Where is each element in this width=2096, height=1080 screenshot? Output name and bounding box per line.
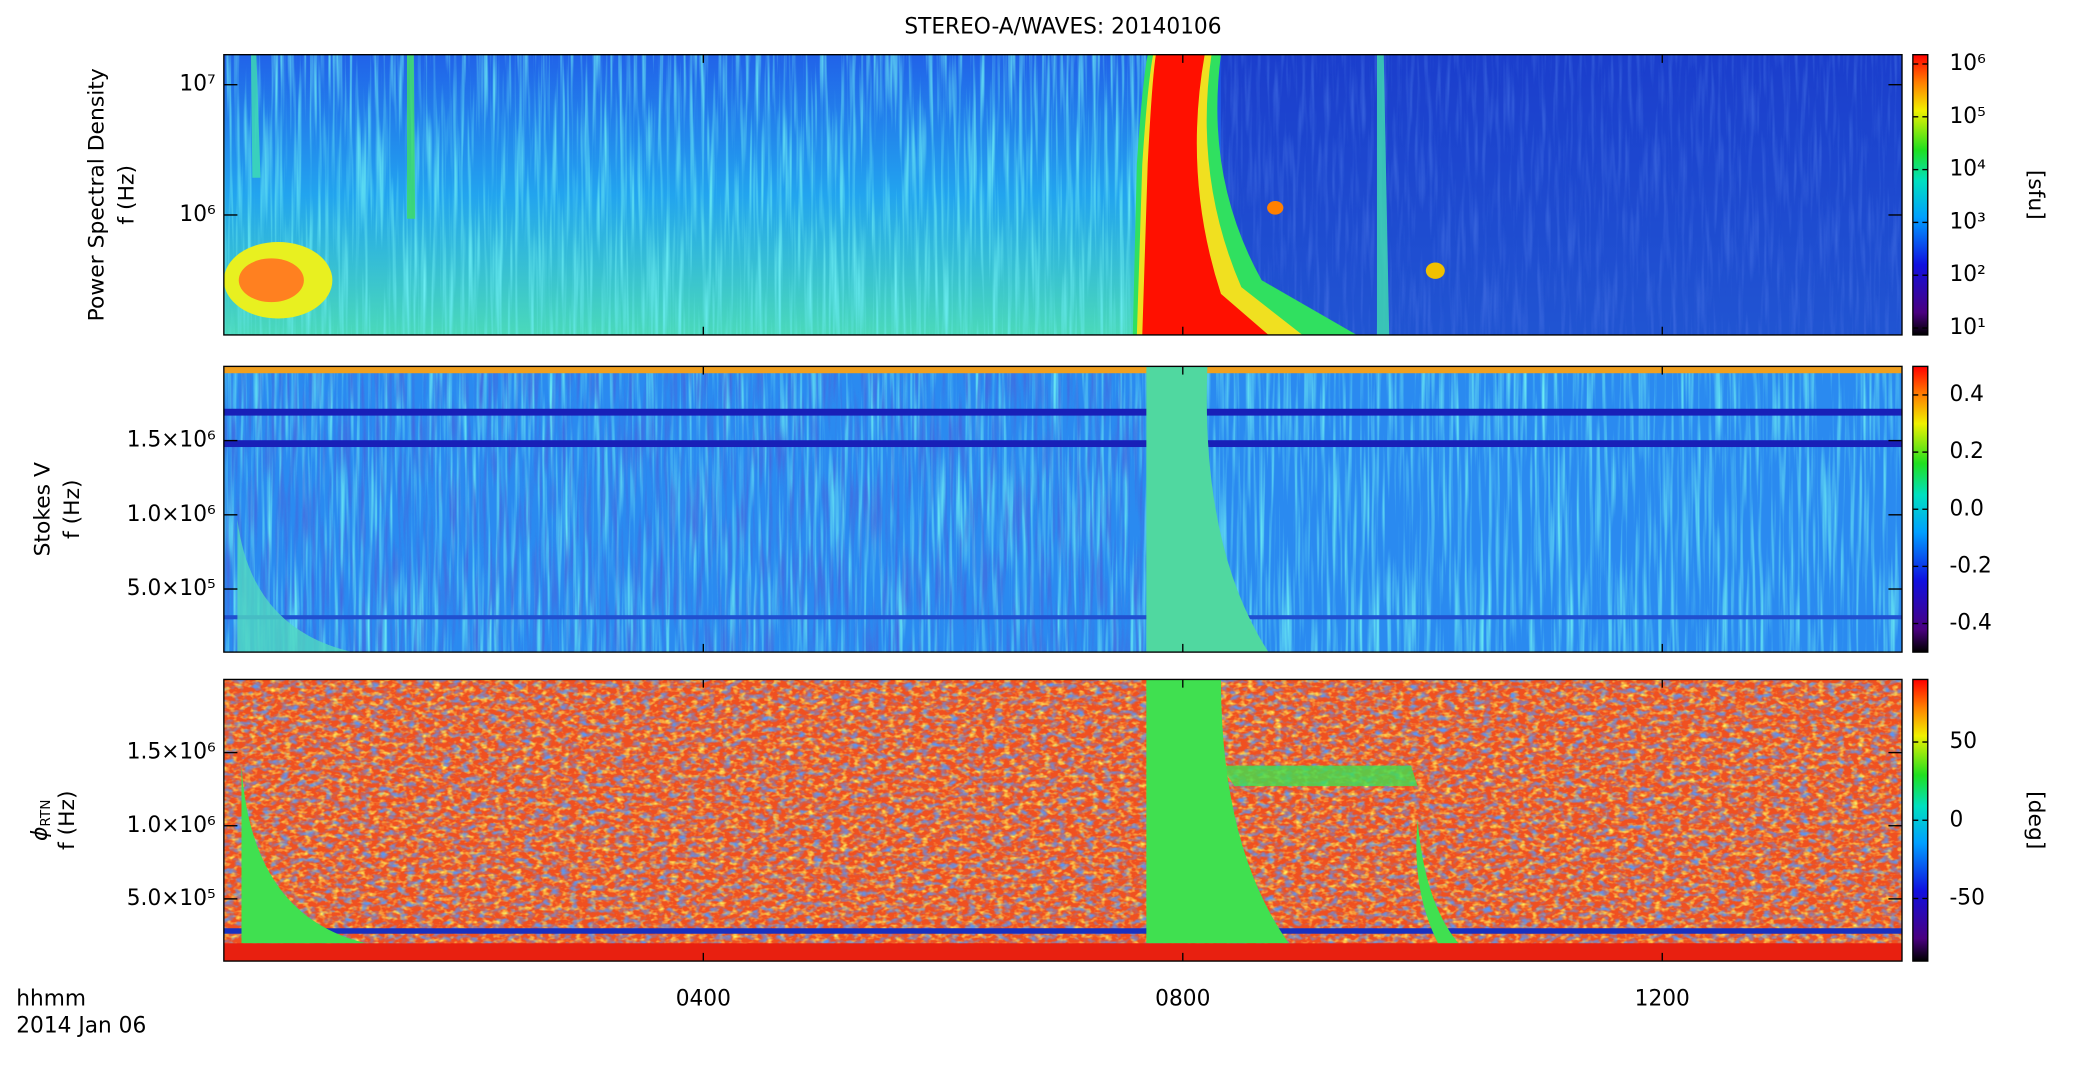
x-tick-label: 0400 — [676, 986, 731, 1011]
colorbar — [1912, 54, 1929, 336]
x-tick-label: 0800 — [1155, 986, 1210, 1011]
y-axis-label: f (Hz) — [55, 790, 80, 850]
chart-title: STEREO-A/WAVES: 20140106 — [904, 14, 1221, 39]
colorbar-tick-label: 10⁶ — [1949, 51, 1986, 76]
y-tick-label: 1.0×10⁶ — [127, 813, 216, 838]
spectrogram-image — [223, 54, 1903, 335]
y-label-symbol: ϕ — [28, 827, 53, 841]
colorbar-tick-label: 10³ — [1949, 209, 1985, 234]
colorbar-tick-label: 50 — [1949, 729, 1977, 754]
colorbar-label: [deg] — [2023, 791, 2048, 849]
plot-frame — [223, 54, 1903, 336]
colorbar-tick-label: 10¹ — [1949, 315, 1985, 340]
y-label-subscript: RTN — [38, 800, 54, 827]
colorbar-tick-label: 0.4 — [1949, 382, 1983, 407]
colorbar-tick-label: 10² — [1949, 262, 1985, 287]
x-axis-label: 2014 Jan 06 — [16, 1014, 146, 1039]
y-tick-label: 10⁷ — [179, 72, 215, 97]
x-tick-label: 1200 — [1635, 986, 1690, 1011]
y-tick-label: 1.5×10⁶ — [127, 740, 216, 765]
y-axis-label: f (Hz) — [60, 479, 85, 539]
y-tick-label: 5.0×10⁵ — [127, 576, 216, 601]
colorbar-tick-label: -0.2 — [1949, 553, 1991, 578]
plot-frame — [223, 365, 1903, 653]
y-tick-label: 5.0×10⁵ — [127, 886, 216, 911]
x-axis-label: hhmm — [16, 986, 86, 1011]
colorbar-tick-label: 10⁴ — [1949, 157, 1986, 182]
y-axis-label: Stokes V — [30, 462, 55, 557]
colorbar-tick-label: -0.4 — [1949, 610, 1991, 635]
y-tick-label: 10⁶ — [179, 202, 216, 227]
y-axis-label: ϕRTN — [28, 800, 54, 841]
colorbar-tick-label: 10⁵ — [1949, 104, 1985, 129]
colorbar-tick-label: 0.2 — [1949, 439, 1983, 464]
y-tick-label: 1.5×10⁶ — [127, 428, 216, 453]
colorbar-label: [sfu] — [2023, 170, 2048, 220]
colorbar-tick-label: 0.0 — [1949, 496, 1983, 521]
colorbar-tick-label: -50 — [1949, 885, 1984, 910]
spectrogram-image — [223, 679, 1903, 962]
colorbar-tick-label: 0 — [1949, 807, 1963, 832]
plot-frame — [223, 678, 1903, 962]
y-axis-label: Power Spectral Density — [85, 68, 110, 321]
y-axis-label: f (Hz) — [115, 165, 140, 225]
y-tick-label: 1.0×10⁶ — [127, 502, 216, 527]
spectrogram-image — [223, 366, 1903, 653]
